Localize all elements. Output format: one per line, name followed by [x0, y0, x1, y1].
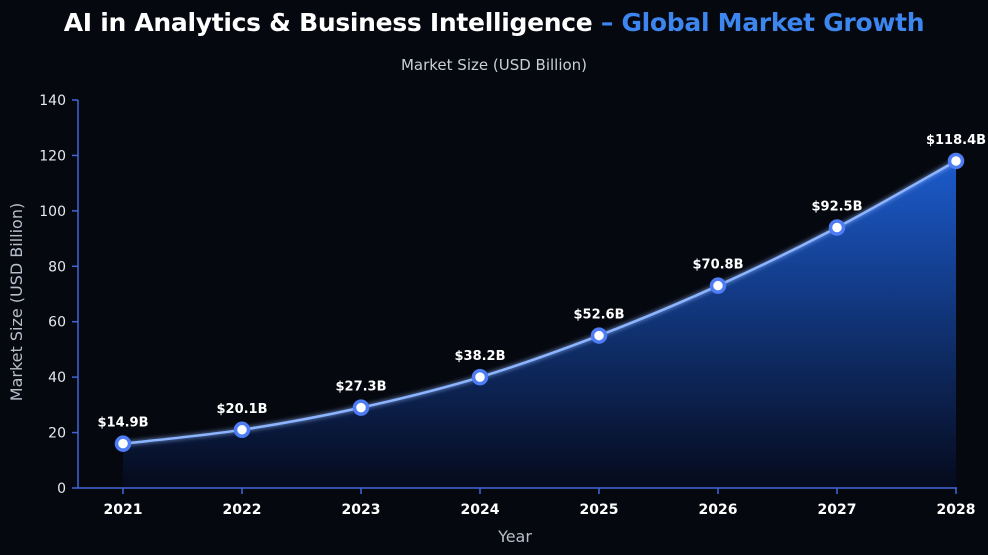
- data-point-2021: [114, 435, 132, 452]
- x-tick-label-2027: 2027: [818, 502, 857, 518]
- chart-title: AI in Analytics & Business Intelligence …: [0, 8, 988, 37]
- y-axis-label: Market Size (USD Billion): [7, 203, 26, 401]
- y-tick-label-20: 20: [48, 426, 66, 442]
- data-point-2022: [233, 421, 251, 439]
- y-tick-label-140: 140: [39, 93, 66, 109]
- x-axis-label: Year: [497, 527, 532, 546]
- x-tick-label-2026: 2026: [699, 502, 738, 518]
- area-fill: [123, 160, 956, 488]
- chart-subtitle: Market Size (USD Billion): [400, 56, 588, 74]
- series-line: [122, 159, 957, 445]
- x-tick-label-2021: 2021: [104, 502, 143, 518]
- x-tick-label-2025: 2025: [580, 502, 619, 518]
- data-point-2027: [828, 219, 846, 236]
- x-tick-label-2022: 2022: [223, 502, 262, 518]
- data-label-2022: $20.1B: [216, 402, 267, 417]
- data-point-2025: [590, 327, 608, 344]
- data-point-2028: [947, 152, 965, 170]
- data-label-2023: $27.3B: [335, 380, 386, 395]
- y-tick-label-0: 0: [57, 481, 66, 497]
- data-point-2026: [709, 277, 727, 294]
- chart-title-main: AI in Analytics & Business Intelligence: [63, 8, 593, 37]
- chart-title-accent: – Global Market Growth: [600, 8, 925, 37]
- data-label-2021: $14.9B: [97, 416, 148, 431]
- y-tick-label-40: 40: [48, 370, 66, 386]
- y-tick-label-100: 100: [39, 204, 66, 220]
- x-tick-label-2023: 2023: [342, 502, 381, 518]
- data-label-2025: $52.6B: [573, 308, 624, 323]
- data-label-2024: $38.2B: [454, 349, 505, 364]
- x-tick-label-2024: 2024: [461, 502, 500, 518]
- x-tick-label-2028: 2028: [937, 502, 976, 518]
- data-label-2028: $118.4B: [926, 133, 986, 148]
- y-tick-label-120: 120: [39, 148, 66, 164]
- data-label-2026: $70.8B: [692, 258, 743, 273]
- y-tick-label-80: 80: [48, 259, 66, 275]
- data-label-2027: $92.5B: [811, 199, 862, 214]
- data-point-2024: [471, 368, 489, 386]
- data-point-2023: [352, 399, 370, 416]
- y-tick-label-60: 60: [48, 315, 66, 331]
